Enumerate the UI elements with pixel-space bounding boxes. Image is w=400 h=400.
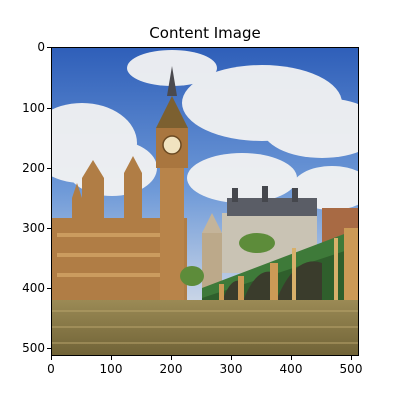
x-tick-label: 0: [36, 362, 66, 376]
landmark-photo: [52, 48, 359, 356]
x-tickmark: [111, 356, 112, 360]
y-tick-label: 400: [15, 281, 45, 295]
x-tick-label: 100: [96, 362, 126, 376]
y-tickmark: [47, 228, 51, 229]
y-tick-label: 0: [15, 40, 45, 54]
y-tick-label: 500: [15, 341, 45, 355]
x-tick-label: 200: [156, 362, 186, 376]
x-tickmark: [51, 356, 52, 360]
y-tickmark: [47, 108, 51, 109]
y-tickmark: [47, 168, 51, 169]
y-tickmark: [47, 288, 51, 289]
x-tickmark: [231, 356, 232, 360]
y-tick-label: 300: [15, 221, 45, 235]
y-tick-label: 200: [15, 161, 45, 175]
y-tickmark: [47, 47, 51, 48]
content-image: [51, 47, 359, 356]
x-tick-label: 300: [216, 362, 246, 376]
y-tickmark: [47, 348, 51, 349]
x-tick-label: 500: [336, 362, 366, 376]
x-tickmark: [351, 356, 352, 360]
figure-title: Content Image: [51, 24, 359, 42]
x-tickmark: [291, 356, 292, 360]
x-tickmark: [171, 356, 172, 360]
x-tick-label: 400: [276, 362, 306, 376]
y-tick-label: 100: [15, 101, 45, 115]
